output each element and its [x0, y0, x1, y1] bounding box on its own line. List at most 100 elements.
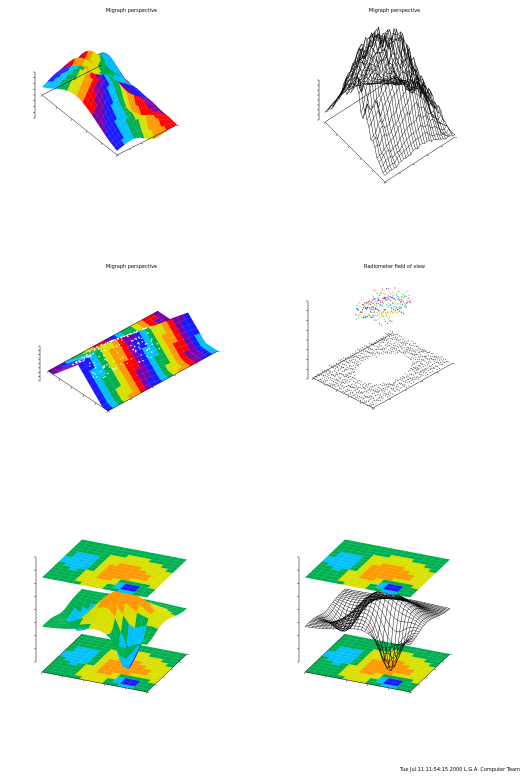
panel-4-point	[373, 341, 375, 344]
panel-3-dot	[150, 356, 152, 358]
panel-5-surface-cell	[168, 608, 177, 612]
panel-3-surface-cell	[147, 314, 156, 319]
panel-3-surface-cell	[132, 375, 141, 383]
panel-6-bottom-contour-cell	[340, 669, 352, 674]
panel-5-surface-cell	[164, 610, 173, 614]
panel-5-surface-cell	[59, 625, 68, 629]
panel-4-point	[322, 375, 324, 377]
panel-5-bottom-contour-cell	[148, 679, 159, 684]
panel-3-surface-cell	[75, 360, 84, 366]
panel-4-point	[393, 305, 395, 307]
panel-4-point	[367, 315, 369, 317]
panel-5-bottom-contour-cell	[80, 666, 91, 671]
panel-4-point	[363, 347, 365, 349]
panel-3-surface-cell	[193, 358, 202, 363]
panel-4-point	[335, 386, 337, 388]
panel-5-top-contour-cell	[92, 577, 104, 583]
panel-4-point	[390, 312, 392, 314]
panel-4-point	[404, 347, 406, 349]
panel-4-point	[410, 344, 412, 347]
panel-6-top-contour-cell	[371, 554, 382, 559]
panel-4-point	[439, 364, 441, 366]
panel-4-point	[368, 396, 371, 398]
panel-4-point	[368, 314, 371, 317]
panel-6-top-contour-cell	[350, 583, 361, 588]
panel-1-surface-cell	[140, 97, 146, 109]
panel-5-bottom-contour-cell	[150, 677, 162, 682]
panel-3-surface-cell	[152, 329, 161, 338]
panel-3-surface-cell	[140, 378, 149, 386]
panel-3-dot	[83, 357, 86, 359]
panel-5-surface-cell	[152, 622, 161, 630]
panel-5-surface-cell	[135, 642, 144, 646]
panel-4-point	[429, 371, 431, 373]
panel-5-surface-cell	[75, 617, 84, 623]
panel-4-point	[397, 303, 399, 305]
panel-4-point	[380, 293, 382, 295]
panel-1-surface-cell	[109, 81, 116, 92]
panel-4-point	[340, 367, 342, 369]
panel-4-point	[340, 359, 342, 361]
panel-4-point	[384, 388, 386, 390]
panel-1-surface-cell	[52, 72, 58, 77]
panel-4-point	[395, 307, 397, 309]
panel-5-bottom-contour-cell	[144, 666, 155, 671]
panel-3-surface-cell	[182, 312, 191, 320]
panel-4-point	[423, 370, 425, 372]
panel-5-top-contour-cell	[94, 542, 105, 547]
panel-3-dot	[106, 364, 108, 366]
panel-4-point	[381, 391, 383, 393]
panel-4-point	[388, 336, 391, 338]
panel-2-y-tick	[384, 181, 388, 184]
panel-4-point	[409, 299, 411, 301]
panel-5-surface-cell	[139, 601, 148, 610]
panel-3-surface-cell	[105, 406, 114, 411]
panel-4-point	[408, 350, 411, 352]
panel-6-bottom-contour-cell	[330, 670, 341, 675]
panel-4-point	[401, 378, 403, 380]
panel-4-point	[325, 372, 327, 374]
panel-3-surface-cell	[147, 344, 156, 352]
panel-5-top-contour-cell	[62, 572, 74, 577]
panel-3-surface-cell	[164, 338, 173, 346]
panel-3-surface-cell	[130, 323, 139, 328]
panel-4-point	[434, 367, 436, 369]
panel-4-point	[357, 315, 359, 317]
panel-3-surface-cell	[146, 376, 155, 384]
panel-3-dot	[76, 362, 78, 364]
panel-1-surface-cell	[142, 99, 149, 109]
panel-3-surface-cell	[53, 365, 62, 370]
panel-1-surface-cell	[145, 101, 151, 109]
panel-5-top-contour-cell	[166, 559, 177, 564]
panel-4-point	[415, 369, 418, 371]
panel-4-point	[385, 297, 387, 299]
panel-1-surface-cell	[93, 84, 99, 95]
panel-5-surface-cell	[103, 601, 112, 610]
panel-4-point	[370, 311, 372, 313]
panel-4-point	[335, 379, 337, 381]
panel-5-top-contour-cell	[100, 579, 111, 584]
panel-1-surface-cell	[143, 96, 149, 99]
panel-1-surface-cell	[90, 89, 97, 101]
panel-4-point	[375, 319, 377, 321]
panel-5-surface-cell	[167, 613, 176, 617]
panel-5-surface-cell	[79, 588, 88, 593]
panel-1-surface-cell	[123, 136, 130, 143]
panel-4-point	[384, 299, 386, 301]
panel-4-point	[397, 306, 399, 308]
panel-3-surface-cell	[177, 314, 186, 322]
panel-3-dot	[119, 358, 122, 360]
panel-4-point	[418, 364, 421, 366]
panel-4-point	[401, 299, 403, 301]
panel-3-dot	[92, 352, 94, 354]
panel-4-point	[332, 383, 334, 385]
panel-6-bottom-contour-cell	[403, 652, 415, 657]
panel-3-surface-cell	[172, 341, 181, 349]
panel-6-bottom-contour-cell	[423, 659, 434, 664]
panel-1-surface-cell	[103, 79, 110, 88]
panel-4-point	[377, 348, 379, 350]
panel-6-top-contour-cell	[425, 571, 436, 576]
panel-1-surface-cell	[118, 77, 125, 82]
panel-4-point	[349, 386, 351, 388]
panel-1-surface-cell	[137, 94, 144, 108]
